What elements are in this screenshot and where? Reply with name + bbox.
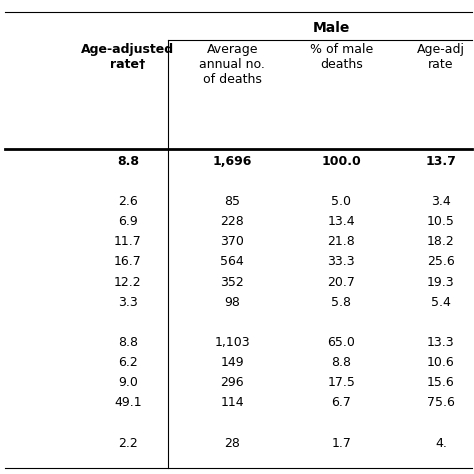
Text: 75.6: 75.6 [427,396,455,410]
Text: 352: 352 [220,275,244,289]
Text: 8.8: 8.8 [117,155,139,168]
Text: 18.2: 18.2 [427,235,455,248]
Text: 20.7: 20.7 [328,275,355,289]
Text: 13.3: 13.3 [427,336,455,349]
Text: 8.8: 8.8 [331,356,351,369]
Text: 33.3: 33.3 [328,255,355,268]
Text: 296: 296 [220,376,244,389]
Text: 25.6: 25.6 [427,255,455,268]
Text: 2.2: 2.2 [118,437,138,450]
Text: Average
annual no.
of deaths: Average annual no. of deaths [200,43,265,86]
Text: 6.7: 6.7 [331,396,351,410]
Text: 1,103: 1,103 [214,336,250,349]
Text: 1,696: 1,696 [212,155,252,168]
Text: 15.6: 15.6 [427,376,455,389]
Text: 10.5: 10.5 [427,215,455,228]
Text: 5.8: 5.8 [331,296,351,309]
Text: 100.0: 100.0 [321,155,361,168]
Text: Male: Male [313,21,350,36]
Text: 4.: 4. [435,437,447,450]
Text: 21.8: 21.8 [328,235,355,248]
Text: % of male
deaths: % of male deaths [310,43,373,71]
Text: 6.9: 6.9 [118,215,138,228]
Text: 8.8: 8.8 [118,336,138,349]
Text: 370: 370 [220,235,244,248]
Text: Age-adjusted
rate†: Age-adjusted rate† [82,43,174,71]
Text: 28: 28 [224,437,240,450]
Text: 13.7: 13.7 [425,155,456,168]
Text: 228: 228 [220,215,244,228]
Text: 1.7: 1.7 [331,437,351,450]
Text: 49.1: 49.1 [114,396,142,410]
Text: 114: 114 [220,396,244,410]
Text: 2.6: 2.6 [118,195,138,208]
Text: 5.0: 5.0 [331,195,351,208]
Text: 564: 564 [220,255,244,268]
Text: 6.2: 6.2 [118,356,138,369]
Text: 85: 85 [224,195,240,208]
Text: 16.7: 16.7 [114,255,142,268]
Text: 10.6: 10.6 [427,356,455,369]
Text: 3.3: 3.3 [118,296,138,309]
Text: 149: 149 [220,356,244,369]
Text: 98: 98 [224,296,240,309]
Text: 65.0: 65.0 [328,336,355,349]
Text: Age-adj
rate: Age-adj rate [417,43,465,71]
Text: 11.7: 11.7 [114,235,142,248]
Text: 9.0: 9.0 [118,376,138,389]
Text: 5.4: 5.4 [431,296,451,309]
Text: 13.4: 13.4 [328,215,355,228]
Text: 3.4: 3.4 [431,195,451,208]
Text: 17.5: 17.5 [328,376,355,389]
Text: 12.2: 12.2 [114,275,142,289]
Text: 19.3: 19.3 [427,275,455,289]
